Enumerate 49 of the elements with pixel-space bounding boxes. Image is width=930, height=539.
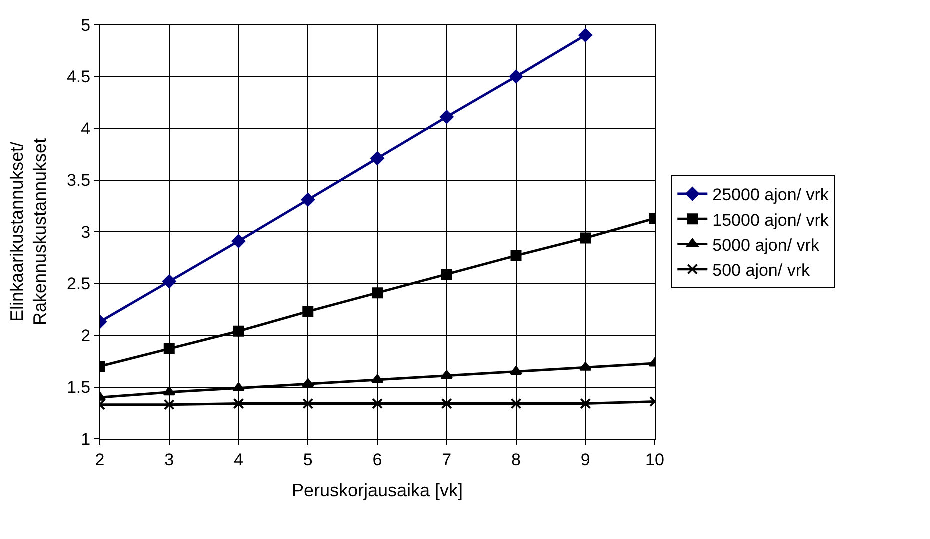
point [232,382,245,392]
y-tick-label: 4.5 [66,68,91,87]
legend-label: 500 ajon/ vrk [712,260,810,280]
x-tick-label: 2 [95,450,105,470]
point [164,399,175,410]
point [372,288,383,299]
point [441,268,452,280]
legend-label: 25000 ajon/ vrk [712,186,830,205]
point [233,398,244,410]
x-axis-title: Peruskorjausaika [vk] [292,480,464,500]
y-tick-label: 2 [81,326,91,346]
point [162,274,176,289]
x-tick-label: 7 [442,450,452,470]
y-tick-label: 2.5 [66,274,91,294]
x-tick-label: 6 [372,450,382,470]
x-tick-label: 10 [646,450,664,470]
point [440,370,454,380]
point [510,398,522,410]
point [302,306,314,318]
point [372,398,383,410]
y-tick-label: 3 [81,222,91,242]
x-tick-label: 8 [512,450,521,470]
x-tick-label: 3 [164,450,174,470]
x-tick-label: 4 [234,450,244,470]
point [440,110,454,124]
y-axis-title: Elinkaarikustannukset/ Rakennuskustannukset [6,138,50,326]
point [510,250,522,262]
point [301,193,315,207]
y-tick-label: 3.5 [66,171,91,190]
point [302,398,314,410]
point [163,386,176,396]
y-tick-label: 1.5 [66,378,91,398]
x-tick-label: 9 [580,450,590,470]
point [233,326,244,337]
point [164,343,175,354]
point [232,234,246,248]
point [580,398,592,410]
legend-label: 5000 ajon/ vrk [712,236,820,255]
legend-label: 15000 ajon/ vrk [712,210,830,230]
point [441,398,452,410]
y-tick-label: 1 [81,430,91,449]
point [370,152,384,166]
point [578,28,592,42]
point [509,70,524,84]
point [510,366,522,375]
y-tick-label: 5 [81,16,91,35]
y-tick-label: 4 [81,119,91,138]
point [580,232,592,244]
x-tick-label: 5 [303,450,313,470]
